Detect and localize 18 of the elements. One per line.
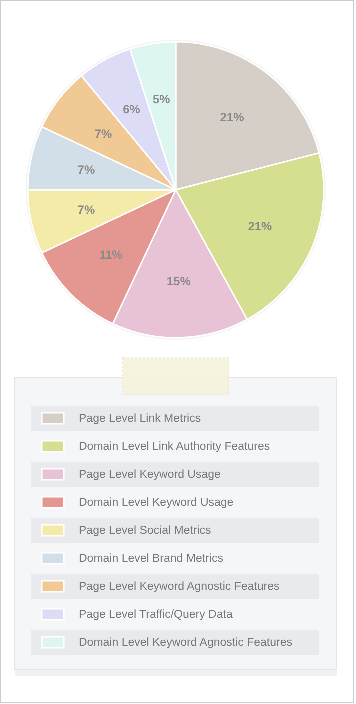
legend-label: Page Level Social Metrics bbox=[79, 525, 212, 537]
legend-label: Domain Level Keyword Usage bbox=[79, 497, 234, 509]
legend-label: Domain Level Brand Metrics bbox=[79, 553, 224, 565]
legend-label: Page Level Link Metrics bbox=[79, 413, 202, 425]
legend-label: Domain Level Keyword Agnostic Features bbox=[79, 637, 293, 649]
legend-label: Page Level Keyword Usage bbox=[79, 469, 221, 481]
data-label: 11% bbox=[99, 248, 124, 262]
data-label: 21% bbox=[248, 219, 273, 234]
data-label: 15% bbox=[166, 274, 192, 289]
data-label: 6% bbox=[123, 102, 141, 117]
data-label: 7% bbox=[94, 126, 112, 141]
legend-label: Domain Level Link Authority Features bbox=[79, 441, 270, 453]
data-label: 7% bbox=[78, 203, 96, 218]
legend-label: Page Level Keyword Agnostic Features bbox=[79, 581, 280, 593]
data-label: 21% bbox=[220, 110, 245, 124]
data-label: 7% bbox=[78, 162, 96, 177]
data-label: 5% bbox=[152, 92, 171, 106]
legend-label: Page Level Traffic/Query Data bbox=[79, 609, 234, 621]
